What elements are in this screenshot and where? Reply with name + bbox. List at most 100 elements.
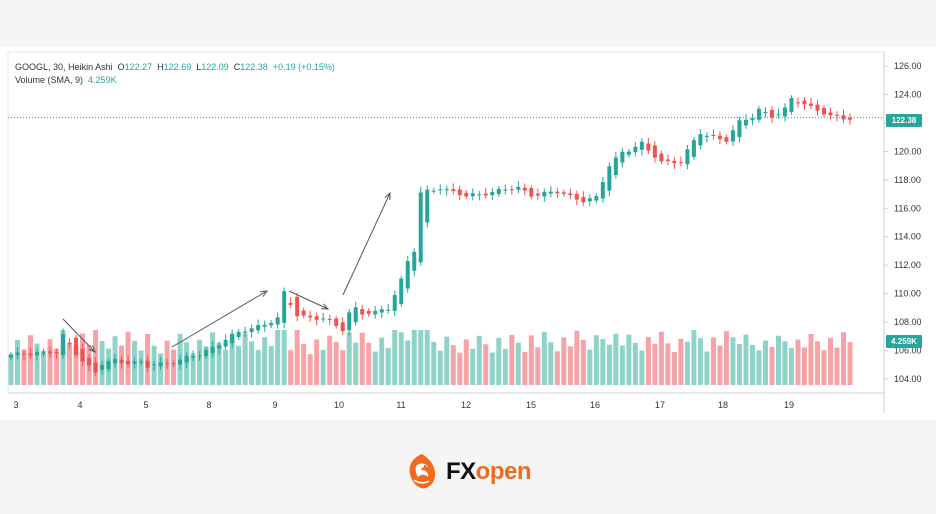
- volume-bar: [613, 333, 619, 385]
- chart-panel[interactable]: 104.00 106.00 108.00 110.00 112.00 114.00 116.…: [0, 47, 936, 420]
- candle-body: [100, 365, 105, 370]
- candle-body: [620, 151, 625, 163]
- interval-label: 30: [53, 62, 64, 72]
- volume-bar: [528, 335, 534, 385]
- candle-body: [418, 192, 423, 263]
- candle-body: [457, 189, 462, 196]
- candle-body: [659, 153, 664, 162]
- candle-body: [444, 189, 449, 191]
- candle-body: [542, 191, 547, 197]
- candle-body: [301, 310, 306, 316]
- fxopen-logo: FXopen: [404, 452, 532, 492]
- y-tick-label: 118.00: [894, 175, 921, 185]
- candle-body: [665, 159, 670, 162]
- candle-body: [93, 362, 98, 373]
- candle-body: [470, 193, 475, 197]
- candle-body: [848, 117, 852, 120]
- candle-body: [509, 189, 514, 191]
- volume-bar: [216, 342, 222, 385]
- candle-body: [730, 130, 735, 142]
- candle-body: [347, 312, 352, 331]
- volume-bar: [366, 342, 372, 385]
- y-tick-label: 108.00: [894, 317, 922, 327]
- candle-body: [451, 189, 456, 192]
- volume-bar: [476, 335, 482, 385]
- candle-body: [282, 291, 287, 323]
- volume-bar: [223, 350, 229, 385]
- trend-arrow-head: [320, 303, 330, 310]
- dragon-logo-icon: [409, 454, 436, 489]
- volume-bar: [795, 339, 801, 385]
- candle-body: [399, 278, 404, 305]
- candle-body: [672, 160, 677, 164]
- volume-bar: [522, 351, 528, 385]
- candle-body: [594, 196, 599, 201]
- volume-bar: [418, 330, 424, 385]
- candle-body: [204, 349, 209, 357]
- candle-body: [555, 191, 560, 194]
- candle-body: [834, 114, 839, 116]
- candle-body: [626, 151, 631, 155]
- candle-body: [652, 145, 657, 158]
- candle-body: [379, 309, 384, 313]
- candle-body: [119, 359, 124, 364]
- volume-bar: [359, 332, 365, 385]
- volume-bar: [229, 335, 235, 385]
- candle-body: [191, 355, 196, 358]
- volume-bar: [658, 331, 664, 385]
- candle-body: [535, 193, 540, 196]
- volume-bar: [450, 345, 456, 385]
- close-value: 122.38: [240, 62, 268, 72]
- volume-bar: [632, 342, 638, 385]
- volume-bar: [691, 330, 697, 385]
- x-tick-label: 3: [13, 400, 18, 410]
- x-tick-label: 19: [784, 400, 794, 410]
- candle-body: [782, 107, 787, 117]
- volume-bar: [535, 347, 541, 385]
- candle-body: [704, 135, 709, 137]
- close-label: C: [233, 62, 241, 72]
- logo-text-fx: FX: [446, 458, 476, 485]
- candle-body: [197, 355, 202, 357]
- volume-bar: [47, 339, 53, 385]
- candle-body: [178, 359, 183, 365]
- candle-body: [795, 102, 800, 104]
- volume-bar: [639, 350, 645, 385]
- trend-arrow-line: [288, 290, 329, 310]
- candle-body: [256, 325, 261, 331]
- volume-bar: [775, 335, 781, 385]
- candle-body: [613, 157, 618, 176]
- volume-bar: [502, 348, 508, 385]
- candle-body: [275, 317, 280, 325]
- high-value: 122.69: [163, 62, 192, 72]
- volume-legend: Volume (SMA, 9) 4.259K: [15, 75, 117, 85]
- candle-body: [295, 296, 300, 317]
- candle-body: [288, 302, 293, 305]
- candle-body: [412, 251, 417, 271]
- candle-body: [353, 307, 358, 323]
- volume-bar: [463, 339, 469, 385]
- candle-body: [464, 192, 469, 197]
- volume-bar: [8, 353, 14, 385]
- volume-bar: [600, 339, 606, 385]
- volume-bar: [788, 348, 794, 385]
- candle-body: [321, 318, 326, 320]
- candle-body: [9, 354, 13, 358]
- candle-body: [74, 337, 79, 355]
- price-tag: 122.38: [886, 114, 922, 127]
- volume-bar: [723, 331, 729, 385]
- volume-bar: [619, 345, 625, 385]
- volume-bar: [21, 349, 27, 385]
- volume-bar: [496, 337, 502, 385]
- trend-arrow-line: [62, 318, 96, 353]
- candle-body: [841, 115, 846, 120]
- candle-body: [815, 104, 820, 111]
- chart-canvas[interactable]: 104.00 106.00 108.00 110.00 112.00 114.00 116.…: [0, 47, 936, 420]
- trend-arrow-head: [259, 290, 269, 297]
- candle-body: [366, 311, 371, 314]
- candle-body: [15, 352, 20, 356]
- open-label: O: [117, 62, 125, 72]
- candle-body: [22, 353, 27, 355]
- volume-bar: [515, 342, 521, 385]
- candle-body: [35, 351, 40, 356]
